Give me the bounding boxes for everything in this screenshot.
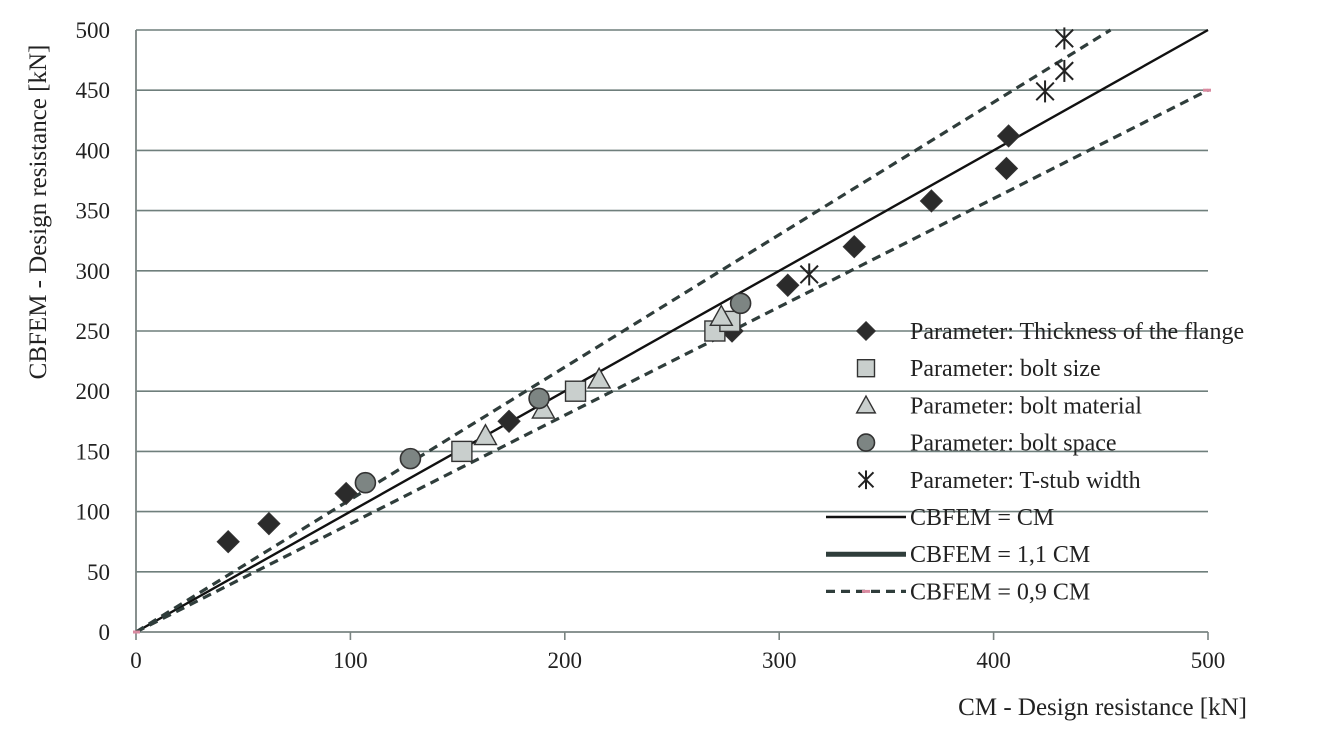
legend-symbol-0 [855,320,877,342]
point-s0-3 [497,409,521,434]
y-tick-label-500: 500 [76,18,111,43]
axes [135,30,1209,640]
point-s0-7 [919,189,944,213]
y-tick-label-100: 100 [76,500,111,525]
x-axis-label: CM - Design resistance [kN] [958,694,1247,721]
y-tick-label-400: 400 [76,138,111,163]
point-s4-2 [1054,59,1074,82]
y-tick-label-50: 50 [87,560,110,585]
point-s0-9 [996,124,1021,148]
ref-line-2 [135,88,1209,634]
point-s1-0 [451,440,473,463]
y-tick-label-450: 450 [76,78,111,103]
point-s3-2 [528,387,550,410]
legend-item-6: CBFEM = 1,1 CM [826,542,1090,568]
legend-symbol-2 [855,394,877,414]
data-points [216,27,1074,554]
legend-label-1: Parameter: bolt size [910,356,1101,382]
point-s4-3 [1054,27,1074,50]
legend-symbol-4 [857,470,875,490]
point-s3-3 [729,292,752,315]
point-s0-6 [842,235,866,259]
x-tick-label-200: 200 [548,648,583,673]
legend-item-1: Parameter: bolt size [856,356,1101,382]
legend-label-0: Parameter: Thickness of the flange [910,319,1244,345]
legend-label-7: CBFEM = 0,9 CM [910,579,1090,605]
tick-labels: 0 100 200 300 400 500 0 50 100 150 200 250 300 350 400… [76,18,1226,673]
legend-symbol-3 [856,433,876,452]
point-s4-1 [1035,80,1055,103]
ref-line-0 [135,28,1209,634]
point-s0-2 [334,481,358,506]
y-tick-label-300: 300 [76,259,111,284]
x-tick-label-500: 500 [1191,648,1226,673]
point-s0-1 [257,511,281,536]
legend-item-4: Parameter: T-stub width [857,468,1141,494]
legend-item-7: CBFEM = 0,9 CM [826,579,1090,605]
legend-label-5: CBFEM = CM [910,505,1054,531]
x-tick-label-0: 0 [130,648,142,673]
x-tick-label-100: 100 [333,648,368,673]
point-s0-5 [776,273,800,297]
y-tick-label-0: 0 [99,620,111,645]
ref-line-1 [135,28,1112,634]
point-s4-0 [799,263,819,286]
legend-label-6: CBFEM = 1,1 CM [910,542,1090,568]
legend-symbol-1 [856,359,876,378]
point-s0-8 [994,156,1019,181]
legend: Parameter: Thickness of the flange Parame… [826,319,1244,605]
x-tick-label-300: 300 [762,648,797,673]
point-s3-1 [399,447,422,470]
reference-lines [133,28,1211,634]
legend-item-5: CBFEM = CM [826,505,1054,531]
legend-label-4: Parameter: T-stub width [910,468,1141,494]
y-tick-label-200: 200 [76,379,111,404]
y-tick-label-350: 350 [76,199,111,224]
y-axis-label: CBFEM - Design resistance [kN] [25,45,52,380]
point-s2-2 [586,366,612,389]
point-s2-3 [709,304,734,327]
point-s1-1 [564,380,587,402]
legend-label-3: Parameter: bolt space [910,431,1117,457]
legend-item-0: Parameter: Thickness of the flange [855,319,1244,345]
point-s3-0 [354,471,377,494]
point-s0-0 [216,529,240,554]
y-tick-label-150: 150 [76,439,111,464]
x-tick-label-400: 400 [976,648,1011,673]
y-tick-label-250: 250 [76,319,111,344]
point-s2-0 [473,423,498,446]
legend-label-2: Parameter: bolt material [910,393,1142,419]
legend-item-3: Parameter: bolt space [856,431,1117,457]
legend-item-2: Parameter: bolt material [855,393,1142,419]
